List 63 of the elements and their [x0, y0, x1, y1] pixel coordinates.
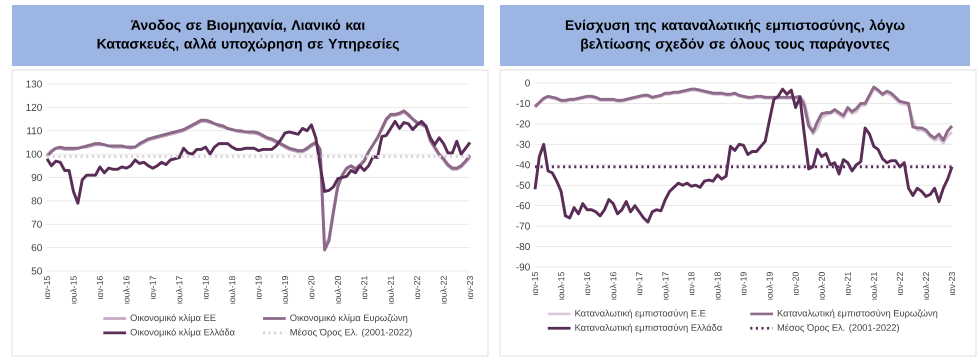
x-tick-label: ιουλ-22 — [440, 276, 447, 304]
x-tick-label: ιαν-19 — [740, 272, 747, 295]
y-tick-label: -90 — [516, 263, 530, 271]
y-tick-label: 50 — [32, 267, 42, 275]
x-tick-label: ιαν-16 — [584, 272, 590, 295]
x-tick-label: ιουλ-17 — [176, 276, 182, 304]
x-tick-label: ιουλ-19 — [766, 272, 773, 300]
y-tick-label: -30 — [516, 140, 530, 148]
y-tick-label: -10 — [516, 100, 530, 107]
x-tick-label: ιαν-17 — [636, 272, 642, 295]
y-tick-label: -50 — [516, 182, 530, 189]
x-tick-label: ιουλ-20 — [818, 272, 825, 300]
legend-label: Καταναλωτική εμπιστοσύνη Ελλάδα — [575, 324, 722, 333]
y-tick-label: -60 — [516, 202, 530, 210]
x-tick-label: ιαν-15 — [532, 272, 538, 295]
x-tick-label: ιουλ-21 — [870, 272, 877, 300]
x-tick-label: ιουλ-21 — [388, 276, 394, 304]
x-tick-label: ιαν-17 — [150, 276, 156, 299]
legend-label: Μέσος Όρος Ελ. (2001-2022) — [778, 324, 899, 333]
legend-label: Οικονομικό κλίμα ΕΕ — [130, 314, 216, 323]
x-tick-label: ιαν-21 — [844, 272, 851, 295]
x-tick-label: ιουλ-15 — [558, 272, 564, 300]
chart-title: Ενίσχυση της καταναλωτικής εμπιστοσύνης, λόγω βελτίωσης σχεδόν σε όλους τους παράγοντες — [566, 19, 905, 52]
x-tick-label: ιουλ-17 — [662, 272, 668, 300]
x-tick-label: ιουλ-18 — [714, 272, 721, 300]
y-tick-label: 0 — [525, 79, 530, 87]
x-tick-label: ιαν-22 — [414, 276, 420, 299]
x-tick-label: ιουλ-22 — [922, 272, 930, 300]
x-tick-label: ιουλ-16 — [123, 276, 130, 304]
y-tick-label: 70 — [32, 220, 42, 228]
x-tick-label: ιαν-18 — [202, 276, 209, 299]
chart-title: Άνοδος σε Βιομηχανία, Λιανικό και Κατασκευές, αλλά υποχώρηση σε Υπηρεσίες — [98, 20, 399, 52]
x-tick-label: ιουλ-18 — [228, 276, 236, 304]
legend-label: Καταναλωτική εμπιστοσύνη Ε.Ε — [575, 309, 706, 318]
y-tick-label: -70 — [516, 222, 530, 230]
y-tick-label: 90 — [32, 174, 42, 182]
y-tick-label: 130 — [26, 80, 42, 88]
x-tick-label: ιαν-18 — [688, 272, 694, 295]
x-tick-label: ιαν-22 — [896, 272, 903, 295]
y-tick-label: -20 — [516, 120, 530, 128]
y-tick-label: 110 — [27, 127, 42, 134]
legend-label: Μέσος Όρος Ελ. (2001-2022) — [290, 328, 412, 338]
x-tick-label: ιουλ-16 — [610, 272, 616, 300]
x-tick-label: ιουλ-19 — [282, 276, 288, 304]
y-tick-label: 80 — [32, 197, 42, 204]
x-tick-label: ιαν-16 — [96, 276, 103, 299]
x-tick-label: ιαν-23 — [466, 276, 474, 299]
y-tick-label: 100 — [26, 150, 42, 158]
y-tick-label: -40 — [516, 161, 530, 168]
legend-label: Οικονομικό κλίμα Ευρωζώνη — [290, 314, 408, 323]
x-tick-label: ιαν-21 — [361, 276, 368, 299]
legend-label: Οικονομικό κλίμα Ελλάδα — [130, 328, 235, 338]
y-tick-label: 60 — [32, 244, 42, 252]
x-tick-label: ιουλ-15 — [70, 276, 77, 304]
x-tick-label: ιουλ-20 — [334, 276, 341, 304]
y-tick-label: -80 — [516, 243, 530, 250]
x-tick-label: ιαν-19 — [255, 276, 262, 299]
x-tick-label: ιαν-15 — [44, 276, 50, 299]
legend-label: Καταναλωτική εμπιστοσύνη Ευρωζώνη — [778, 309, 938, 318]
x-tick-label: ιαν-23 — [948, 272, 956, 295]
x-tick-label: ιαν-20 — [308, 276, 314, 299]
x-tick-label: ιαν-20 — [792, 272, 799, 295]
y-tick-label: 120 — [26, 104, 42, 111]
